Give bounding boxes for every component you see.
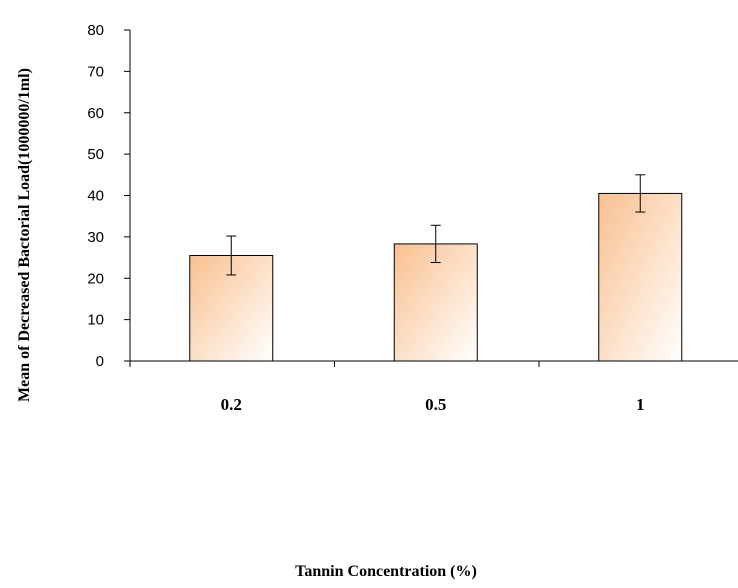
x-tick-label: 0.5 [425, 395, 446, 414]
y-tick-label: 40 [87, 188, 104, 205]
x-tick-label: 0.2 [221, 395, 242, 414]
bars [189, 192, 683, 362]
x-axis-title: Tannin Concentration (%) [295, 563, 477, 580]
y-tick-label: 10 [87, 312, 104, 329]
y-tick-label: 0 [96, 353, 104, 370]
error-bar [226, 235, 237, 276]
y-axis-title: Mean of Decreased Bactorial Load(1000000… [16, 68, 33, 402]
x-axis-tick-labels: 0.2 0.5 1 [221, 395, 645, 414]
y-tick-label: 80 [87, 22, 104, 39]
y-tick-label: 60 [87, 105, 104, 122]
error-bar [635, 174, 646, 213]
y-tick-label: 50 [87, 146, 104, 163]
bar [393, 243, 478, 362]
bar [598, 192, 683, 362]
x-axis [129, 360, 738, 367]
y-tick-label: 20 [87, 270, 104, 287]
x-tick-label: 1 [636, 395, 645, 414]
error-bar [430, 224, 441, 264]
y-tick-label: 30 [87, 229, 104, 246]
y-axis-ticks: 0 10 20 30 40 50 60 70 80 [87, 22, 130, 370]
y-tick-label: 70 [87, 63, 104, 80]
error-bars [226, 174, 646, 276]
